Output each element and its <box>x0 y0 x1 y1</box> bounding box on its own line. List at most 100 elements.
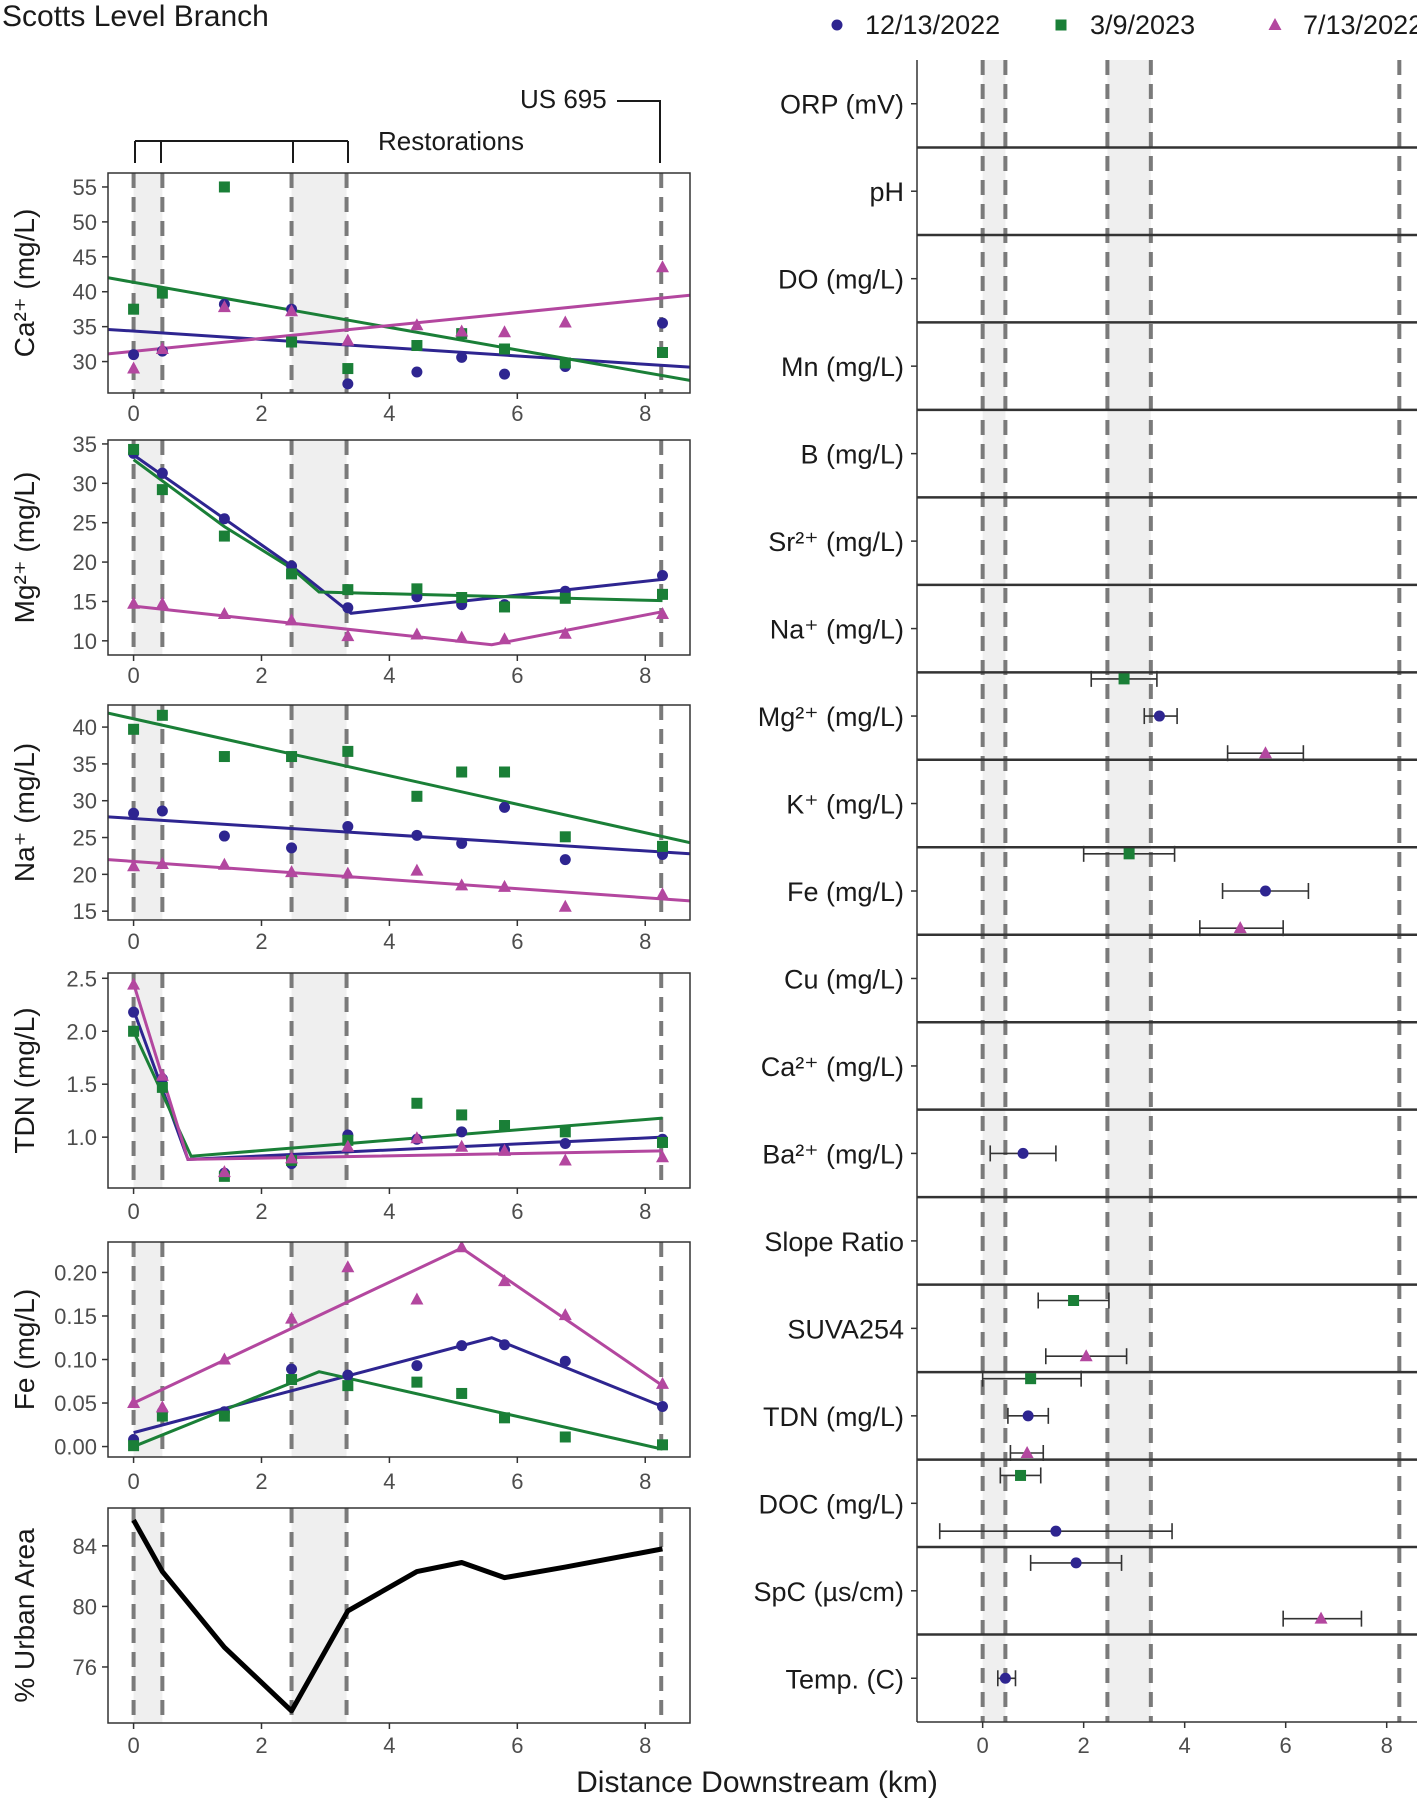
row-label: ORP (mV) <box>780 90 904 120</box>
x-tick-label: 8 <box>639 1469 651 1494</box>
data-point <box>155 1400 169 1413</box>
point-marker <box>1020 1446 1034 1458</box>
data-point <box>342 602 354 614</box>
y-tick-label: 20 <box>73 862 97 887</box>
x-tick-label: 2 <box>255 929 267 954</box>
y-tick-label: 15 <box>73 899 97 924</box>
y-tick-label: 0.00 <box>54 1435 97 1460</box>
data-point <box>499 1339 511 1351</box>
fit-line-1 <box>108 276 690 382</box>
x-tick-label: 4 <box>383 663 395 688</box>
data-point <box>155 1068 169 1081</box>
y-tick-label: 45 <box>73 245 97 270</box>
y-tick-label: 0.20 <box>54 1260 97 1285</box>
data-point <box>218 181 230 193</box>
data-point <box>411 583 423 595</box>
x-tick-label: 0 <box>127 1469 139 1494</box>
x-tick-label: 8 <box>639 929 651 954</box>
point-marker <box>1079 1349 1093 1362</box>
row-label: Ba²⁺ (mg/L) <box>762 1139 904 1169</box>
point-marker <box>1259 885 1271 897</box>
data-point <box>217 300 231 313</box>
x-tick-label: 8 <box>639 663 651 688</box>
fit-line-0 <box>108 327 690 369</box>
row-label: Na⁺ (mg/L) <box>770 615 904 645</box>
data-point <box>558 1308 572 1321</box>
sensitivity-point <box>1221 883 1310 899</box>
data-point <box>127 1396 141 1409</box>
data-point <box>155 857 169 870</box>
sensitivity-point <box>997 1670 1017 1687</box>
y-tick-label: 40 <box>73 280 97 305</box>
restoration-band-0 <box>982 60 1006 1722</box>
data-point <box>218 530 230 542</box>
data-point <box>218 513 230 525</box>
data-point <box>499 601 511 613</box>
data-point <box>411 1376 423 1388</box>
y-tick-label: 35 <box>73 432 97 457</box>
x-tick-label: 8 <box>639 1733 651 1758</box>
data-point <box>655 1376 669 1389</box>
point-marker <box>1070 1557 1082 1569</box>
data-point <box>498 632 512 645</box>
panel-fe: 0.00 0.05 0.10 0.15 0.20 0 2 4 6 8 Fe (mg/L) <box>9 1241 691 1494</box>
data-point <box>286 1374 298 1386</box>
sensitivity-point <box>1143 708 1178 725</box>
plot-area <box>108 709 690 912</box>
data-point <box>128 1440 140 1452</box>
data-point <box>558 315 572 328</box>
data-point <box>455 1139 469 1152</box>
y-tick-label: 35 <box>73 315 97 340</box>
data-point <box>456 766 468 778</box>
x-tick-label: 2 <box>255 401 267 426</box>
data-point <box>285 613 299 626</box>
row-label: Fe (mg/L) <box>787 877 904 907</box>
data-point <box>342 363 354 375</box>
row-label: Ca²⁺ (mg/L) <box>761 1052 904 1082</box>
x-tick-label: 4 <box>383 1469 395 1494</box>
data-point <box>155 596 169 609</box>
row-label: Slope Ratio <box>764 1227 904 1257</box>
data-point <box>156 709 168 721</box>
y-axis-label: Fe (mg/L) <box>9 1289 40 1410</box>
row-label: DO (mg/L) <box>778 265 904 295</box>
data-point <box>341 1139 355 1152</box>
data-point <box>656 1401 668 1413</box>
legend-label-0: 12/13/2022 <box>865 10 1000 40</box>
data-point <box>655 1150 669 1163</box>
data-point <box>558 899 572 912</box>
point-marker <box>1153 710 1165 722</box>
y-tick-label: 2.0 <box>66 1019 97 1044</box>
y-tick-label: 25 <box>73 826 97 851</box>
panel-background <box>108 1508 690 1723</box>
data-point <box>217 1352 231 1365</box>
y-axis-label: % Urban Area <box>9 1528 40 1703</box>
data-point <box>498 1143 512 1156</box>
figure-title: Scotts Level Branch <box>2 0 269 33</box>
restoration-annotations: Restorations US 695 <box>134 84 661 163</box>
urban-area-line <box>131 1518 663 1714</box>
data-point <box>128 349 140 361</box>
data-point <box>455 1242 469 1253</box>
sensitivity-point <box>989 1145 1057 1162</box>
data-point <box>456 1387 468 1399</box>
y-axis-label: Mg²⁺ (mg/L) <box>9 472 40 624</box>
row-label: Mg²⁺ (mg/L) <box>758 702 904 732</box>
data-point <box>285 865 299 878</box>
data-point <box>455 324 469 337</box>
y-tick-label: 0.10 <box>54 1348 97 1373</box>
y-tick-label: 30 <box>73 789 97 814</box>
x-tick-label: 6 <box>511 1733 523 1758</box>
x-tick-label: 0 <box>127 1199 139 1224</box>
legend: 12/13/2022 3/9/2023 7/13/2022 <box>831 10 1417 40</box>
data-point <box>498 1274 512 1287</box>
data-point <box>656 346 668 358</box>
panel-border <box>107 1507 691 1724</box>
data-point <box>656 840 668 852</box>
y-tick-label: 40 <box>73 715 97 740</box>
sensitivity-point <box>1090 670 1158 687</box>
data-point <box>456 837 468 849</box>
row-label: Mn (mg/L) <box>781 352 904 382</box>
fit-line-0 <box>133 1336 664 1435</box>
x-tick-label: 0 <box>127 401 139 426</box>
